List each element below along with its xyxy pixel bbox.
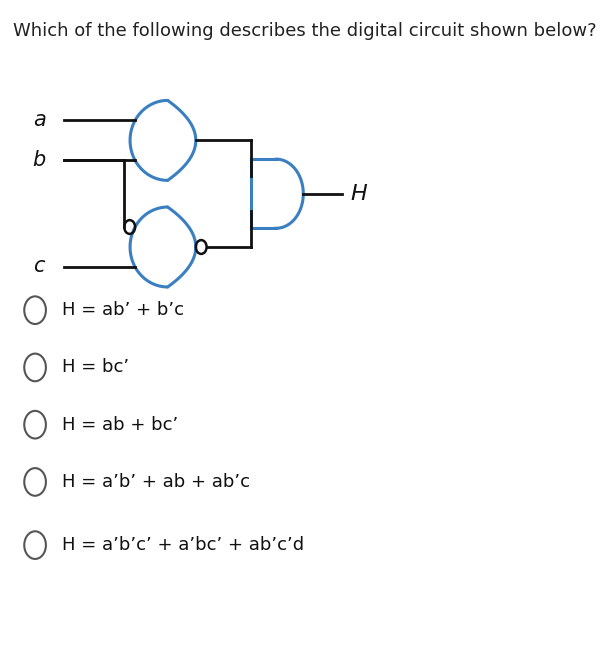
Text: $c$: $c$ <box>34 257 47 277</box>
Text: $b$: $b$ <box>32 150 47 170</box>
Text: H = a’b’ + ab + ab’c: H = a’b’ + ab + ab’c <box>62 473 250 491</box>
Text: H = a’b’c’ + a’bc’ + ab’c’d: H = a’b’c’ + a’bc’ + ab’c’d <box>62 536 304 554</box>
Text: H = bc’: H = bc’ <box>62 358 129 376</box>
Text: $a$: $a$ <box>33 111 47 130</box>
Text: H = ab’ + b’c: H = ab’ + b’c <box>62 301 184 319</box>
Text: $H$: $H$ <box>350 183 368 205</box>
Text: H = ab + bc’: H = ab + bc’ <box>62 415 178 434</box>
Text: Which of the following describes the digital circuit shown below?: Which of the following describes the dig… <box>13 22 597 40</box>
